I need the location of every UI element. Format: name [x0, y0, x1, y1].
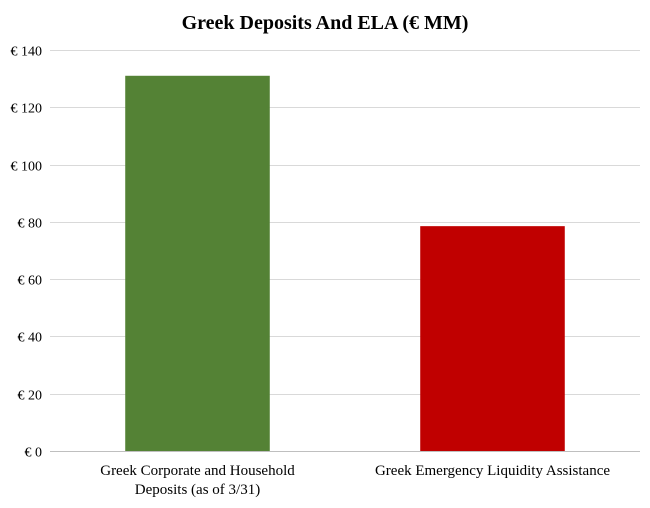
y-tick-label: € 0 [25, 446, 43, 461]
y-tick-label: € 40 [18, 331, 43, 346]
bar-2 [420, 226, 565, 451]
chart-title: Greek Deposits And ELA (€ MM) [182, 12, 469, 34]
y-tick-label: € 60 [18, 274, 43, 289]
y-axis-ticks: € 0 € 20 € 40 € 60 € 80 € 100 € 120 € 140 [11, 45, 43, 461]
x-category-label: Greek Emergency Liquidity Assistance [375, 463, 610, 479]
x-category-label-line: Deposits (as of 3/31) [135, 482, 260, 498]
x-category-label-line: Greek Emergency Liquidity Assistance [375, 463, 610, 479]
bar-1 [125, 75, 270, 452]
y-tick-label: € 140 [11, 45, 43, 60]
x-category-label: Greek Corporate and Household Deposits (a… [100, 463, 295, 498]
y-tick-label: € 100 [11, 160, 43, 175]
x-axis-category-labels: Greek Corporate and Household Deposits (a… [100, 463, 610, 498]
bars [125, 75, 565, 452]
y-tick-label: € 20 [18, 389, 43, 404]
y-tick-label: € 80 [18, 217, 43, 232]
x-category-label-line: Greek Corporate and Household [100, 463, 295, 479]
y-tick-label: € 120 [11, 102, 43, 117]
